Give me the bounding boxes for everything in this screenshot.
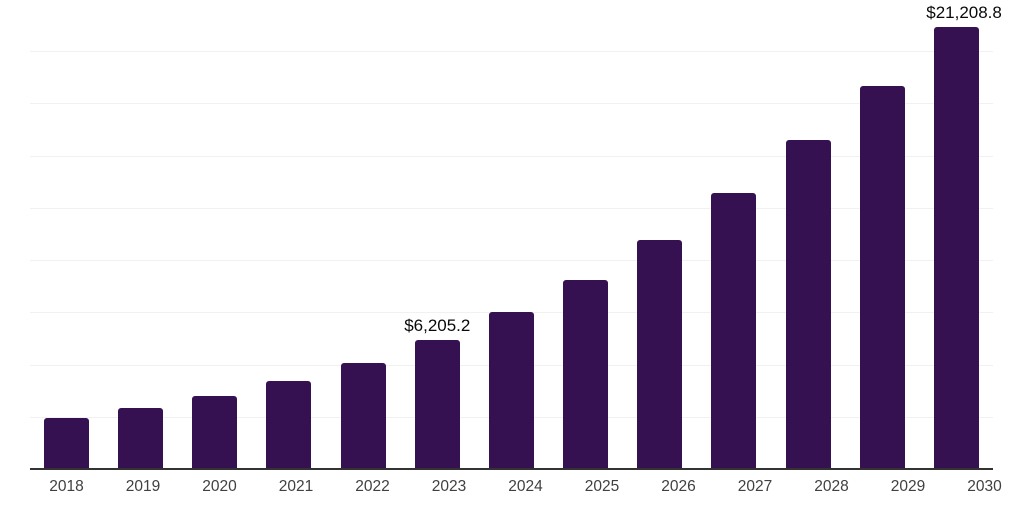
x-tick-label-2022: 2022 [355, 478, 390, 495]
gridline [30, 207, 993, 209]
bar-2026 [637, 240, 683, 470]
x-tick-label-2030: 2030 [967, 478, 1002, 495]
x-tick-label-2027: 2027 [737, 478, 773, 495]
x-tick-label-2019: 2019 [125, 478, 161, 495]
x-axis-labels: 2018 2019 2020 2021 2022 2023 2024 2025 2026 2027… [30, 478, 1021, 496]
x-tick-label-2026: 2026 [661, 478, 696, 495]
bar-2021 [266, 381, 312, 470]
bars-container: $6,205.2 $21,208.8 [30, 0, 1002, 470]
bar-2025 [563, 280, 609, 470]
x-axis-line [30, 468, 993, 470]
bar-2022 [340, 362, 386, 470]
bar-2030: $21,208.8 [926, 4, 1002, 470]
gridline [30, 103, 993, 105]
bar-2028 [785, 140, 831, 470]
x-tick-label-2023: 2023 [431, 478, 467, 495]
bar-2023: $6,205.2 [404, 317, 470, 470]
bar-2024 [488, 312, 534, 470]
bar-2020 [192, 396, 238, 470]
bar-value-label-2023: $6,205.2 [404, 316, 471, 336]
plot-area: $6,205.2 $21,208.8 [30, 0, 1002, 470]
bar-2018 [44, 417, 89, 470]
x-tick-label-2025: 2025 [584, 478, 620, 495]
x-tick-label-2021: 2021 [278, 478, 314, 495]
bar-2029 [859, 85, 905, 470]
gridline [30, 155, 993, 157]
gridline [30, 260, 993, 262]
gridline [30, 51, 993, 53]
bar-value-label-2030: $21,208.8 [926, 2, 1002, 22]
x-tick-label-2020: 2020 [202, 478, 237, 495]
x-tick-label-2029: 2029 [890, 478, 926, 495]
bar-2027 [711, 193, 757, 470]
bar-2019 [118, 408, 164, 470]
x-tick-label-2018: 2018 [49, 478, 84, 495]
x-tick-label-2028: 2028 [814, 478, 849, 495]
x-tick-label-2024: 2024 [508, 478, 543, 495]
